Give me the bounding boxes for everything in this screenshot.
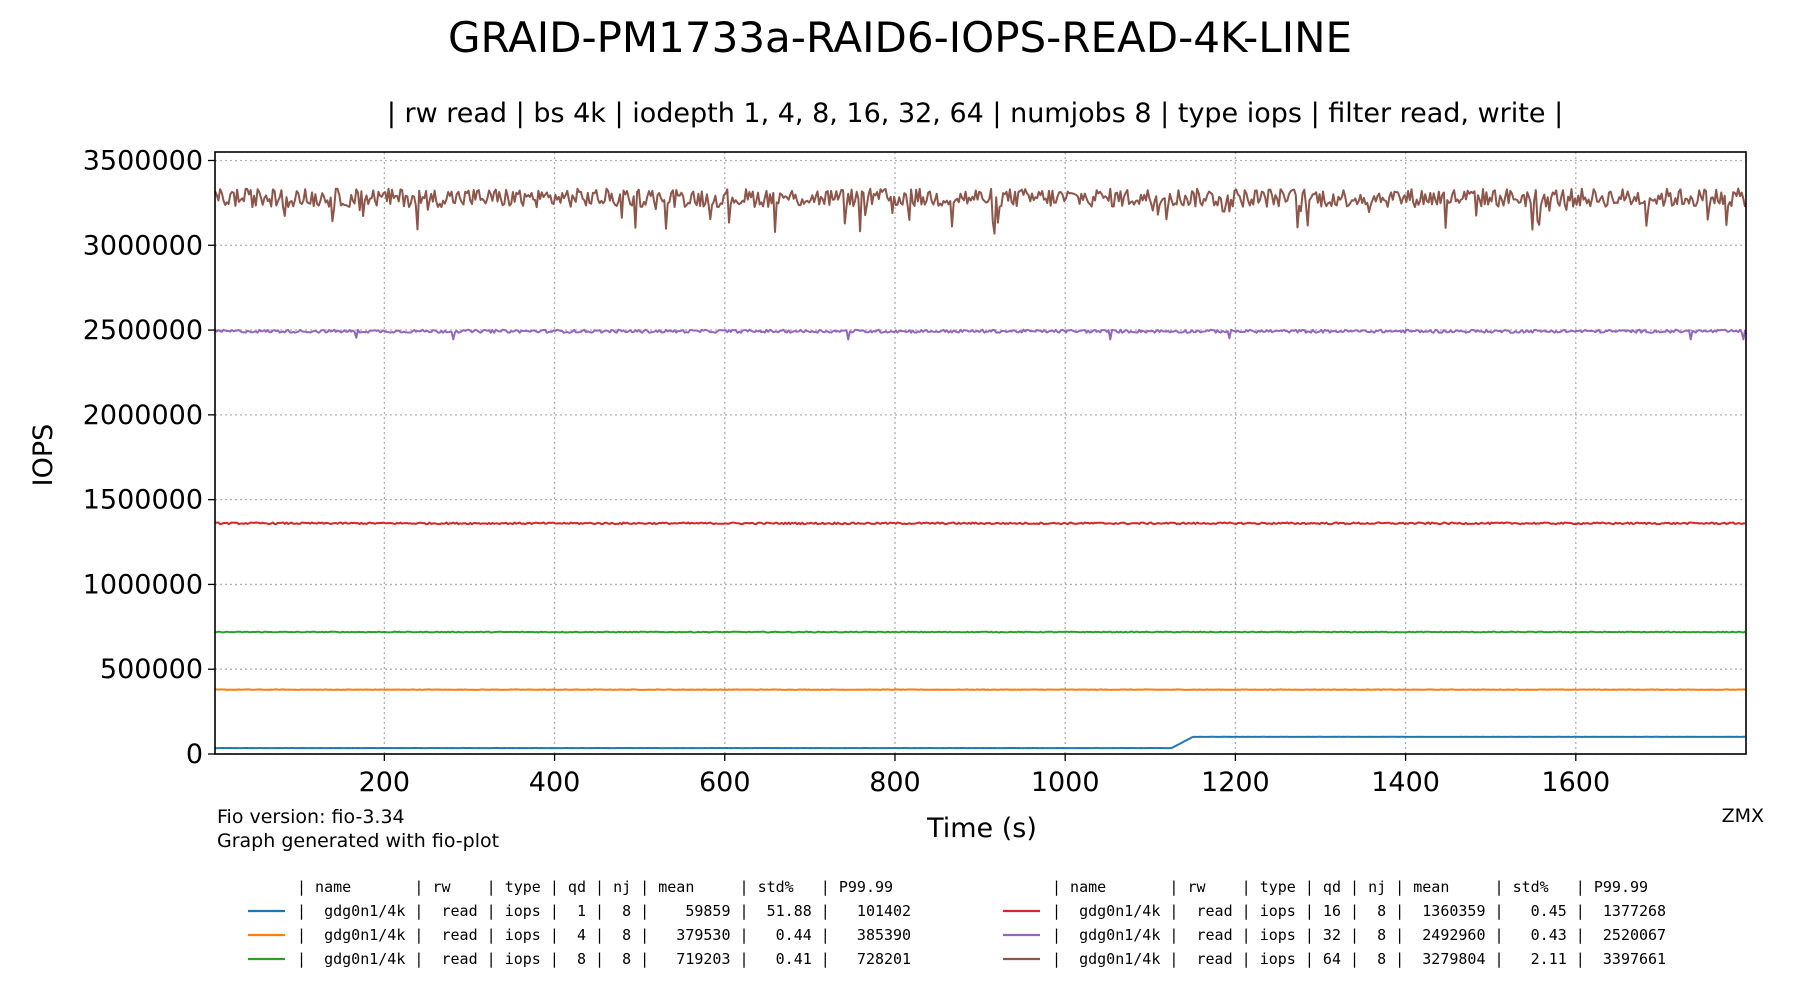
y-tick-label: 0 (186, 739, 203, 770)
legend-header: | name | rw | type | qd | nj | mean | st… (297, 878, 893, 896)
series-line-qd8 (214, 630, 1746, 634)
legend: | name | rw | type | qd | nj | mean | st… (248, 878, 1666, 968)
y-tick-label: 2500000 (83, 315, 203, 346)
watermark: ZMX (1722, 805, 1764, 827)
y-axis-ticks: 0 500000 1000000 1500000 2000000 2500000 30000… (83, 145, 215, 770)
x-tick-label: 1000 (1031, 767, 1100, 798)
y-tick-label: 3500000 (83, 145, 203, 176)
grid-lines (215, 152, 1746, 755)
x-tick-label: 200 (359, 767, 411, 798)
x-tick-label: 800 (869, 767, 921, 798)
legend-row: | gdg0n1/4k | read | iops | 8 | 8 | 7192… (297, 950, 911, 968)
y-tick-label: 1500000 (83, 485, 203, 516)
chart-title: GRAID-PM1733a-RAID6-IOPS-READ-4K-LINE (448, 13, 1352, 62)
legend-row: | gdg0n1/4k | read | iops | 64 | 8 | 327… (1052, 950, 1666, 968)
generator-note: Graph generated with fio-plot (217, 830, 499, 852)
x-tick-label: 600 (699, 767, 751, 798)
legend-header: | name | rw | type | qd | nj | mean | st… (1052, 878, 1648, 896)
x-tick-label: 1600 (1541, 767, 1610, 798)
series-line-qd32 (214, 328, 1747, 341)
series-line-qd16 (214, 521, 1746, 526)
legend-row: | gdg0n1/4k | read | iops | 32 | 8 | 249… (1052, 926, 1666, 944)
y-tick-label: 500000 (100, 654, 203, 685)
legend-row: | gdg0n1/4k | read | iops | 16 | 8 | 136… (1052, 902, 1666, 920)
series-lines (214, 187, 1747, 750)
y-tick-label: 2000000 (83, 400, 203, 431)
x-axis-ticks: 200 400 600 800 1000 1200 1400 1600 (359, 754, 1610, 798)
x-tick-label: 400 (529, 767, 581, 798)
legend-row: | gdg0n1/4k | read | iops | 4 | 8 | 3795… (297, 926, 911, 944)
y-tick-label: 1000000 (83, 569, 203, 600)
x-tick-label: 1400 (1371, 767, 1440, 798)
series-line-qd64 (214, 187, 1747, 235)
chart-subtitle: | rw read | bs 4k | iodepth 1, 4, 8, 16,… (387, 98, 1563, 129)
y-tick-label: 3000000 (83, 230, 203, 261)
series-line-qd1 (214, 735, 1746, 750)
x-tick-label: 1200 (1201, 767, 1270, 798)
y-axis-label: IOPS (28, 424, 59, 487)
x-axis-label: Time (s) (926, 813, 1037, 844)
plot-frame (214, 151, 1747, 755)
fio-version-note: Fio version: fio-3.34 (217, 806, 405, 828)
legend-row: | gdg0n1/4k | read | iops | 1 | 8 | 5985… (297, 902, 911, 920)
series-line-qd4 (215, 688, 1746, 691)
